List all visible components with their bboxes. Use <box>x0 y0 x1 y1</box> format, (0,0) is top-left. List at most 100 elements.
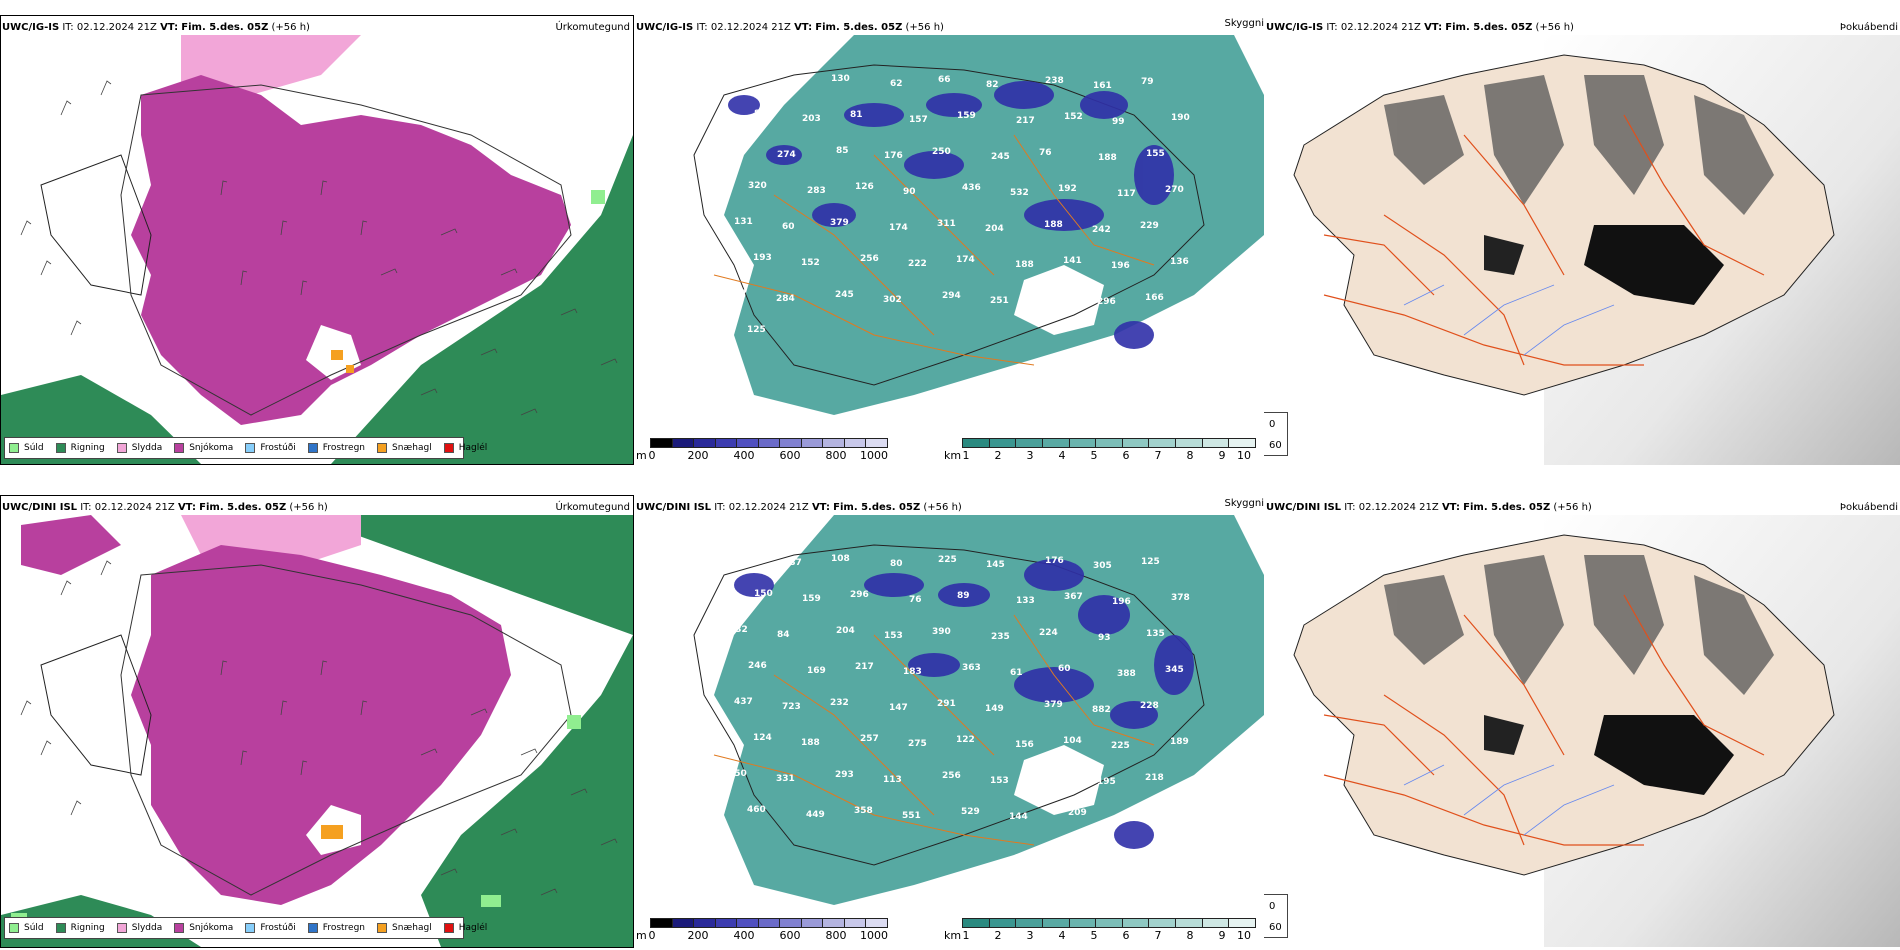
cloud-base-label: 379 <box>1044 700 1063 710</box>
cloud-base-label: 529 <box>961 807 980 817</box>
cloud-base-label: 144 <box>1009 812 1028 822</box>
legend-label: Frostúði <box>260 443 296 453</box>
colorbar-tick: 800 <box>825 929 847 942</box>
cloud-base-label: 270 <box>1165 185 1184 195</box>
vt-value: Fim. 5.des. 05Z <box>1445 22 1533 33</box>
legend-swatch <box>307 923 318 933</box>
lead-time: (+56 h) <box>271 22 310 33</box>
cloud-base-label: 122 <box>956 735 975 745</box>
cloud-base-label: 159 <box>802 594 821 604</box>
cloud-base-label: 150 <box>754 589 773 599</box>
cloud-base-label: 66 <box>783 78 796 88</box>
legend-label: Frostregn <box>322 923 366 933</box>
cloud-base-label: 187 <box>783 558 802 568</box>
cloud-base-label: 331 <box>776 774 795 784</box>
cloud-base-label: 84 <box>724 73 737 83</box>
cloud-base-label: 62 <box>890 79 903 89</box>
legend-item: Frostúði <box>245 923 296 933</box>
colorbar-tick: 2 <box>994 449 1002 462</box>
legend-label: Snjókoma <box>189 923 234 933</box>
it-value: 02.12.2024 21Z <box>94 502 175 513</box>
cloud-base-label: 532 <box>1010 188 1029 198</box>
cloud-base-label: 76 <box>909 595 922 605</box>
legend-item: Frostregn <box>307 443 365 453</box>
cloud-map: 73 187 108 80 225 145 176 305 125 150 159 296 76 89 13… <box>634 515 1264 913</box>
cloud-base-label: 174 <box>956 255 975 265</box>
fog-key-label: 0 <box>1269 900 1276 912</box>
panel-header: UWC/IG-IS IT: 02.12.2024 21Z VT: Fim. 5.… <box>636 22 944 34</box>
colorbar-tick: 10 <box>1237 449 1251 462</box>
colorbar-tick: 200 <box>687 929 709 942</box>
cloud-base-label: 130 <box>831 74 850 84</box>
legend-swatch <box>443 923 454 933</box>
legend-swatch <box>245 443 256 453</box>
colorbar-tick: 4 <box>1058 929 1066 942</box>
fog-map <box>1264 35 1900 465</box>
cloud-base-label: 188 <box>1044 220 1063 230</box>
fog-panel-bottom: UWC/DINI ISL IT: 02.12.2024 21Z VT: Fim.… <box>1264 480 1900 950</box>
colorbar-tick: 10 <box>1237 929 1251 942</box>
colorbar-tick: 0 <box>648 449 656 462</box>
cloud-base-label: 367 <box>1064 592 1083 602</box>
colorbar-tick: 9 <box>1218 929 1226 942</box>
cloud-base-label: 76 <box>1039 148 1052 158</box>
cloud-base-label: 217 <box>855 662 874 672</box>
fog-key-row: 60 <box>1264 438 1282 452</box>
legend-item: Súld <box>9 923 44 933</box>
cloud-base-label: 183 <box>903 667 922 677</box>
cloud-map: 84 66 130 62 66 82 238 161 79 83 203 81 157 159 217 152… <box>634 35 1264 430</box>
cloud-base-label: 882 <box>1092 705 1111 715</box>
cloud-base-label: 449 <box>806 810 825 820</box>
cloud-map-svg: 73 187 108 80 225 145 176 305 125 150 159 296 76 89 13… <box>634 515 1264 913</box>
vt-label: VT: <box>811 502 830 513</box>
colorbar-tick: 2 <box>994 929 1002 942</box>
colorbar-strip <box>650 438 888 448</box>
fog-key-row: 60 <box>1264 920 1282 934</box>
fog-key-label: 0 <box>1269 418 1276 430</box>
lead-time: (+56 h) <box>289 502 328 513</box>
cloud-base-label: 145 <box>986 560 1005 570</box>
cloud-base-label: 460 <box>747 805 766 815</box>
cloud-base-label: 73 <box>724 553 737 563</box>
cloud-base-label: 251 <box>990 296 1009 306</box>
legend-item: Snæhagl <box>377 923 432 933</box>
it-value: 02.12.2024 21Z <box>1340 22 1421 33</box>
colorbar-tick: 600 <box>779 449 801 462</box>
precip-map <box>1 515 633 947</box>
cloud-base-label: 207 <box>1116 813 1135 823</box>
cloud-base-label: 246 <box>748 661 767 671</box>
cloud-base-label: 242 <box>1092 225 1111 235</box>
legend-item: Snjókoma <box>174 443 233 453</box>
cloud-base-label: 117 <box>1117 189 1136 199</box>
vt-value: Fim. 5.des. 05Z <box>181 22 269 33</box>
panel-title: Þokuábendi <box>1839 22 1898 33</box>
cloud-base-label: 225 <box>938 555 957 565</box>
cloud-base-label: 247 <box>1038 292 1057 302</box>
cloud-base-label: 83 <box>754 109 767 119</box>
precip-map-svg <box>1 515 633 947</box>
cloud-panel-top: UWC/IG-IS IT: 02.12.2024 21Z VT: Fim. 5.… <box>634 0 1264 467</box>
cloud-base-label: 113 <box>883 775 902 785</box>
fog-key: 0 60 <box>1264 894 1288 938</box>
legend-label: Snæhagl <box>392 923 432 933</box>
legend-swatch <box>245 923 256 933</box>
cloud-base-label: 229 <box>1140 221 1159 231</box>
legend-label: Haglél <box>458 923 488 933</box>
colorbar-tick: 1000 <box>860 449 888 462</box>
legend-label: Rigning <box>70 443 105 453</box>
legend-swatch <box>9 923 19 933</box>
colorbar-tick: 5 <box>1090 929 1098 942</box>
legend-label: Slydda <box>131 923 163 933</box>
cloud-base-label: 363 <box>962 663 981 673</box>
colorbar-tick: 6 <box>1122 929 1130 942</box>
cloud-base-label: 189 <box>1170 737 1189 747</box>
cloud-base-label: 296 <box>850 590 869 600</box>
cloud-base-label: 116 <box>729 145 748 155</box>
cloud-base-colorbar: m 0 200 400 600 800 1000 <box>636 917 888 945</box>
it-label: IT: <box>1326 22 1338 33</box>
legend-swatch <box>55 923 66 933</box>
cloud-base-label: 221 <box>1038 772 1057 782</box>
cloud-base-label: 61 <box>1010 668 1023 678</box>
legend-item: Slydda <box>116 443 162 453</box>
colorbar-tick: 8 <box>1186 929 1194 942</box>
